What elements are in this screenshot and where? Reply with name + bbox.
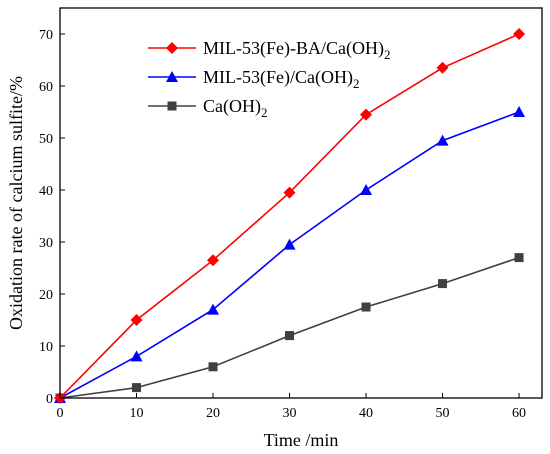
series-line-triangle xyxy=(59,111,520,399)
series-square xyxy=(55,253,524,403)
y-tick-label: 70 xyxy=(39,28,53,43)
data-point-square xyxy=(514,253,524,263)
data-point-triangle xyxy=(436,134,449,146)
data-point-diamond xyxy=(207,254,220,267)
legend: MIL-53(Fe)-BA/Ca(OH)2 MIL-53(Fe)/Ca(OH)2 C… xyxy=(148,38,390,120)
legend-item-triangle: MIL-53(Fe)/Ca(OH)2 xyxy=(148,67,359,91)
data-point-diamond xyxy=(436,61,449,74)
y-tick-label: 50 xyxy=(39,132,53,147)
legend-marker-diamond xyxy=(166,42,178,54)
x-axis-title: Time /min xyxy=(264,430,339,450)
y-tick-label: 60 xyxy=(39,80,53,95)
legend-label: MIL-53(Fe)-BA/Ca(OH)2 xyxy=(203,38,390,62)
legend-item-square: Ca(OH)2 xyxy=(148,96,267,120)
x-tick-label: 20 xyxy=(206,406,220,421)
y-tick-label: 20 xyxy=(39,288,53,303)
legend-marker-square xyxy=(167,101,177,111)
x-tick-label: 50 xyxy=(436,406,450,421)
y-axis-title: Oxidation rate of calcium sulfite/% xyxy=(6,76,26,330)
data-point-square xyxy=(438,279,448,289)
y-tick-label: 10 xyxy=(39,340,53,355)
data-point-square xyxy=(132,383,142,393)
data-point-triangle xyxy=(283,238,296,250)
x-tick-label: 0 xyxy=(57,406,64,421)
data-point-diamond xyxy=(130,314,143,326)
y-tick-label: 30 xyxy=(39,236,53,251)
series-triangle xyxy=(54,106,526,403)
data-point-triangle xyxy=(130,350,143,362)
data-point-diamond xyxy=(360,108,373,121)
data-point-triangle xyxy=(207,303,220,315)
y-axis-ticks: 0 10 20 30 40 50 60 70 xyxy=(39,28,65,407)
x-tick-label: 10 xyxy=(130,406,144,421)
data-point-diamond xyxy=(513,28,526,40)
data-point-diamond xyxy=(283,186,296,199)
x-tick-label: 30 xyxy=(283,406,297,421)
legend-label: MIL-53(Fe)/Ca(OH)2 xyxy=(203,67,359,91)
data-point-square xyxy=(361,302,371,312)
data-point-square xyxy=(208,362,218,372)
series-line-diamond xyxy=(59,33,520,399)
plot-frame xyxy=(59,7,543,399)
legend-marker-triangle xyxy=(166,71,178,82)
legend-label: Ca(OH)2 xyxy=(203,96,267,120)
x-axis-ticks: 0 10 20 30 40 50 60 xyxy=(57,393,526,421)
y-tick-label: 40 xyxy=(39,184,53,199)
x-tick-label: 40 xyxy=(359,406,373,421)
data-point-triangle xyxy=(360,184,373,195)
x-tick-label: 60 xyxy=(512,406,526,421)
data-point-triangle xyxy=(513,106,526,117)
y-tick-label: 0 xyxy=(46,392,53,407)
legend-item-diamond: MIL-53(Fe)-BA/Ca(OH)2 xyxy=(148,38,390,62)
data-point-square xyxy=(285,331,295,341)
